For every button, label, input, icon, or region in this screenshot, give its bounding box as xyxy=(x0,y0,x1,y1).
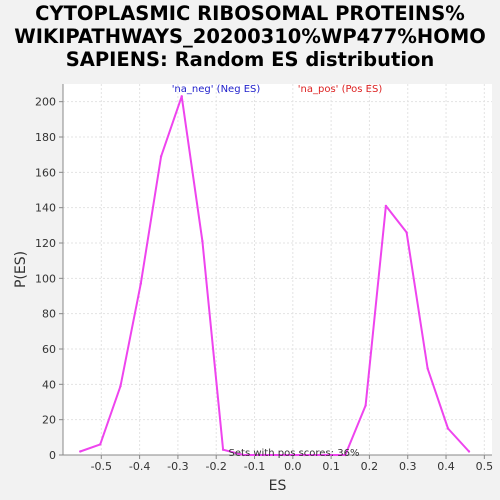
data-point xyxy=(79,450,82,453)
data-point xyxy=(221,448,225,451)
y-tick-label: 80 xyxy=(42,308,56,321)
data-point xyxy=(98,443,102,446)
data-point xyxy=(262,453,266,457)
data-point xyxy=(139,282,142,285)
y-tick-label: 140 xyxy=(35,202,56,215)
data-point xyxy=(159,155,163,158)
x-tick-label: 0.5 xyxy=(476,460,494,473)
x-tick-label: -0.1 xyxy=(244,460,265,473)
x-tick-label: -0.2 xyxy=(205,460,226,473)
y-tick-label: 180 xyxy=(35,131,56,144)
data-point xyxy=(201,240,204,243)
y-tick-label: 120 xyxy=(35,237,56,250)
x-tick-label: -0.3 xyxy=(167,460,188,473)
legend-entry-neg: 'na_neg' (Neg ES) xyxy=(172,84,261,95)
data-point xyxy=(405,231,408,234)
y-axis-ticks: 0 20 40 60 80 100 120 140 160 180 200 xyxy=(35,96,63,462)
x-tick-label: -0.4 xyxy=(129,460,150,473)
data-point xyxy=(283,453,286,457)
data-point xyxy=(323,453,327,457)
x-axis-ticks: -0.5 -0.4 -0.3 -0.2 -0.1 0.0 0.1 0.2 0.3 0.4 0.5 xyxy=(91,455,494,473)
plot-area xyxy=(63,84,492,455)
x-axis-label: ES xyxy=(269,478,287,494)
x-tick-label: 0.2 xyxy=(361,460,379,473)
x-tick-label: 0.1 xyxy=(322,460,340,473)
data-point xyxy=(344,453,347,457)
data-point xyxy=(446,427,450,430)
y-tick-label: 0 xyxy=(49,449,56,462)
y-tick-label: 200 xyxy=(35,96,56,109)
data-point xyxy=(364,404,367,407)
chart-title-line-2: WIKIPATHWAYS_20200310%WP477%HOMO xyxy=(14,25,486,48)
y-tick-label: 60 xyxy=(42,343,56,356)
y-axis-label: P(ES) xyxy=(13,251,29,288)
y-tick-label: 160 xyxy=(35,166,56,179)
series-layer xyxy=(79,95,471,457)
pos-scores-annotation: Sets with pos scores: 36% xyxy=(229,448,360,459)
data-point xyxy=(242,453,245,457)
x-tick-label: -0.5 xyxy=(91,460,112,473)
data-point xyxy=(303,453,306,457)
chart-title-line-1: CYTOPLASMIC RIBOSOMAL PROTEINS% xyxy=(35,2,465,25)
data-point xyxy=(467,450,471,453)
chart-title-line-3: SAPIENS: Random ES distribution xyxy=(65,48,435,71)
legend-entry-pos: 'na_pos' (Pos ES) xyxy=(298,84,383,95)
data-point xyxy=(180,95,183,98)
chart-title: CYTOPLASMIC RIBOSOMAL PROTEINS% WIKIPATH… xyxy=(0,2,500,71)
x-tick-label: 0.4 xyxy=(437,460,455,473)
y-tick-label: 100 xyxy=(35,272,56,285)
data-point xyxy=(384,204,388,208)
y-tick-label: 20 xyxy=(42,414,56,427)
x-tick-label: 0.0 xyxy=(284,460,302,473)
grid-lines xyxy=(63,84,492,456)
data-point xyxy=(119,384,122,388)
y-tick-label: 40 xyxy=(42,378,56,391)
x-tick-label: 0.3 xyxy=(399,460,417,473)
data-point xyxy=(426,367,429,370)
series-line xyxy=(79,95,470,456)
